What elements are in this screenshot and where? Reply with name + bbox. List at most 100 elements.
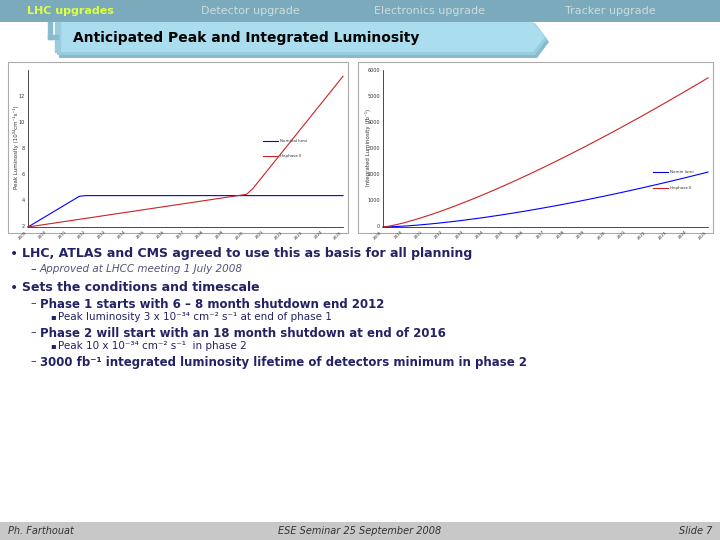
- Text: 2020: 2020: [234, 230, 245, 240]
- Text: 2016: 2016: [156, 230, 166, 240]
- Text: 2010: 2010: [37, 230, 48, 240]
- Text: 2021: 2021: [616, 230, 626, 240]
- Nominal: [75, 193, 84, 199]
- Text: Tracker upgrade: Tracker upgrade: [564, 6, 655, 16]
- Nominal: [300, 192, 309, 199]
- Text: 2: 2: [22, 225, 25, 230]
- Text: Slide 7: Slide 7: [679, 526, 712, 536]
- Text: 0: 0: [377, 225, 380, 230]
- Text: 2009: 2009: [373, 230, 383, 240]
- Nominal: [158, 192, 167, 199]
- Nominal: [184, 192, 193, 199]
- Nominal: [338, 192, 347, 199]
- Nominal: [127, 192, 135, 199]
- Text: 2014: 2014: [474, 230, 485, 240]
- Text: Hephase II: Hephase II: [280, 154, 302, 158]
- Line: Nominal: Nominal: [28, 195, 343, 227]
- Text: –: –: [30, 264, 35, 274]
- Nominal: [313, 192, 322, 199]
- Text: 2016: 2016: [515, 230, 525, 240]
- Polygon shape: [48, 35, 58, 39]
- Text: ▪: ▪: [50, 341, 55, 350]
- Nominal: [236, 192, 245, 199]
- Text: Peak Luminosity (10³⁴cm⁻²s⁻¹): Peak Luminosity (10³⁴cm⁻²s⁻¹): [13, 106, 19, 190]
- Nominal: [242, 192, 251, 199]
- Text: 3000 fb⁻¹ integrated luminosity lifetime of detectors minimum in phase 2: 3000 fb⁻¹ integrated luminosity lifetime…: [40, 356, 527, 369]
- Text: Anticipated Peak and Integrated Luminosity: Anticipated Peak and Integrated Luminosi…: [73, 31, 419, 45]
- Polygon shape: [57, 23, 547, 55]
- Text: Sets the conditions and timescale: Sets the conditions and timescale: [22, 281, 260, 294]
- Nominal: [68, 197, 77, 204]
- Text: 2000: 2000: [367, 172, 380, 177]
- Nominal: [326, 192, 335, 199]
- Nominal: [261, 192, 270, 199]
- Text: Nomin lumi: Nomin lumi: [670, 170, 693, 174]
- Nominal: [197, 192, 206, 199]
- Text: 1000: 1000: [367, 198, 380, 204]
- Polygon shape: [55, 22, 545, 52]
- Text: •: •: [10, 281, 18, 295]
- Nominal: [223, 192, 232, 199]
- Nominal: [133, 192, 142, 199]
- Nominal: [94, 192, 103, 199]
- Nominal: [120, 192, 129, 199]
- Nominal: [255, 192, 264, 199]
- Polygon shape: [48, 22, 52, 39]
- Nominal: [248, 192, 257, 199]
- Text: –: –: [30, 356, 35, 366]
- Polygon shape: [55, 22, 60, 52]
- Text: 2025: 2025: [333, 230, 343, 240]
- Text: 2017: 2017: [536, 230, 546, 240]
- Nominal: [210, 192, 219, 199]
- Text: Peak luminosity 3 x 10⁻³⁴ cm⁻² s⁻¹ at end of phase 1: Peak luminosity 3 x 10⁻³⁴ cm⁻² s⁻¹ at en…: [58, 312, 332, 322]
- Nominal: [140, 192, 148, 199]
- Text: 2009: 2009: [18, 230, 28, 240]
- Nominal: [230, 192, 238, 199]
- Nominal: [171, 192, 180, 199]
- Bar: [8, 62, 348, 233]
- Nominal: [165, 192, 174, 199]
- Text: 2011: 2011: [413, 230, 423, 240]
- Bar: [0, 0, 720, 22]
- Text: 2024: 2024: [313, 230, 323, 240]
- Text: 2015: 2015: [136, 230, 146, 240]
- Bar: [0, 522, 720, 540]
- Text: 2019: 2019: [215, 230, 225, 240]
- Nominal: [50, 208, 58, 215]
- Text: 2025: 2025: [698, 230, 708, 240]
- Text: Phase 1 starts with 6 – 8 month shutdown end 2012: Phase 1 starts with 6 – 8 month shutdown…: [40, 298, 384, 311]
- Text: 2017: 2017: [176, 230, 186, 240]
- Text: 2023: 2023: [657, 230, 667, 240]
- Nominal: [88, 192, 96, 199]
- Nominal: [43, 212, 52, 219]
- Text: 2012: 2012: [433, 230, 444, 240]
- Nominal: [274, 192, 283, 199]
- Text: LHC upgrades: LHC upgrades: [27, 6, 114, 16]
- Text: 2024: 2024: [678, 230, 688, 240]
- Nominal: [287, 192, 296, 199]
- Text: 10: 10: [19, 120, 25, 125]
- Text: Phase 2 will start with an 18 month shutdown at end of 2016: Phase 2 will start with an 18 month shut…: [40, 327, 446, 340]
- Polygon shape: [5, 60, 715, 235]
- Text: Nominal lumi: Nominal lumi: [280, 139, 307, 143]
- Text: 8: 8: [22, 146, 25, 151]
- Text: 2018: 2018: [556, 230, 566, 240]
- Text: 2010: 2010: [393, 230, 403, 240]
- Nominal: [30, 220, 39, 226]
- Nominal: [146, 192, 155, 199]
- Text: 2013: 2013: [96, 230, 107, 240]
- Text: 12: 12: [19, 93, 25, 99]
- Text: Ph. Farthouat: Ph. Farthouat: [8, 526, 74, 536]
- Text: 6: 6: [22, 172, 25, 177]
- Text: Hephase II: Hephase II: [670, 186, 691, 190]
- Text: 2014: 2014: [117, 230, 127, 240]
- Nominal: [101, 192, 109, 199]
- Text: 4: 4: [22, 198, 25, 204]
- Nominal: [217, 192, 225, 199]
- Nominal: [178, 192, 186, 199]
- Text: 2022: 2022: [274, 230, 284, 240]
- Nominal: [152, 192, 161, 199]
- Text: •: •: [10, 247, 18, 261]
- Nominal: [37, 216, 45, 222]
- Text: 3000: 3000: [367, 146, 380, 151]
